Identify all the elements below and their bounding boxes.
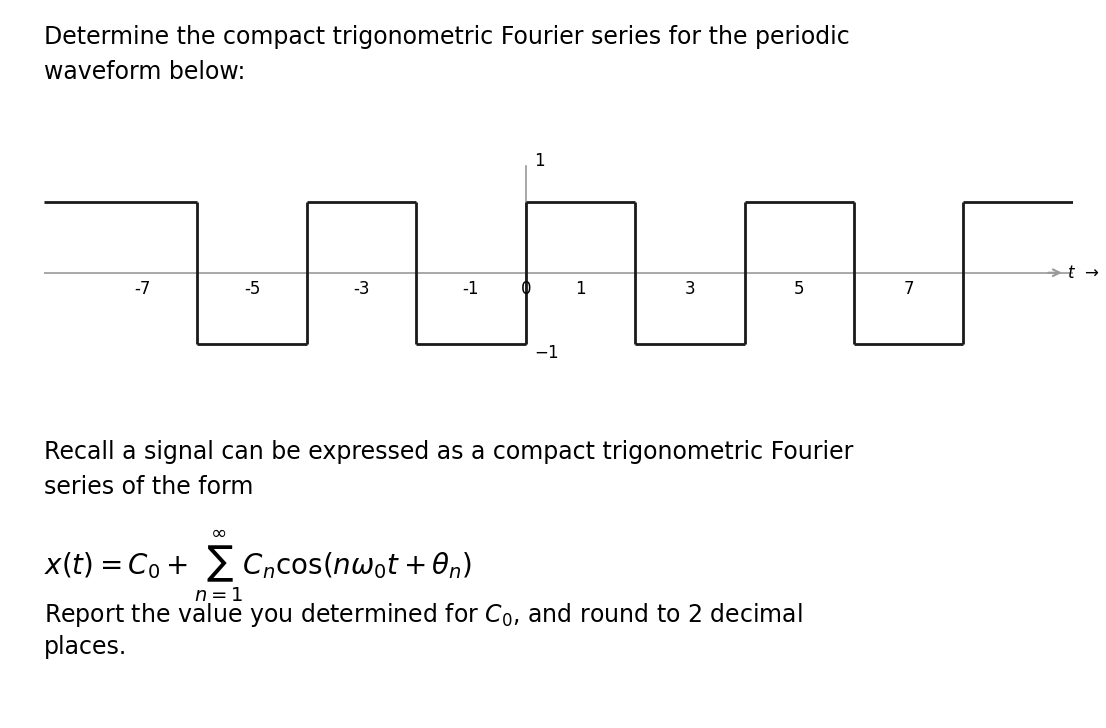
Text: $t$  →: $t$ → — [1067, 264, 1099, 282]
Text: waveform below:: waveform below: — [44, 60, 246, 84]
Text: -7: -7 — [135, 280, 150, 298]
Text: 0: 0 — [521, 280, 531, 298]
Text: $x(t) = C_0 + \sum_{n=1}^{\infty} C_n \cos(n\omega_0 t + \theta_n)$: $x(t) = C_0 + \sum_{n=1}^{\infty} C_n \c… — [44, 528, 472, 604]
Text: Recall a signal can be expressed as a compact trigonometric Fourier: Recall a signal can be expressed as a co… — [44, 440, 854, 464]
Text: places.: places. — [44, 635, 127, 659]
Text: 5: 5 — [794, 280, 804, 298]
Text: -3: -3 — [353, 280, 369, 298]
Text: Determine the compact trigonometric Fourier series for the periodic: Determine the compact trigonometric Four… — [44, 25, 851, 50]
Text: series of the form: series of the form — [44, 475, 253, 499]
Text: -1: -1 — [462, 280, 479, 298]
Text: 1: 1 — [534, 151, 544, 170]
Text: 3: 3 — [685, 280, 696, 298]
Text: -5: -5 — [244, 280, 260, 298]
Text: 7: 7 — [904, 280, 914, 298]
Text: 1: 1 — [575, 280, 586, 298]
Text: Report the value you determined for $C_0$, and round to 2 decimal: Report the value you determined for $C_0… — [44, 601, 803, 628]
Text: $-1$: $-1$ — [534, 344, 559, 362]
